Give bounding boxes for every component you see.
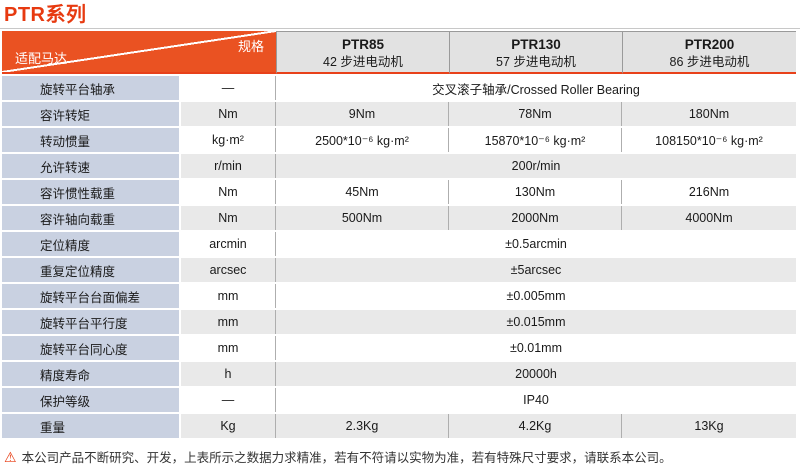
row-unit: arcmin [181, 232, 276, 256]
row-label: 容许转矩 [2, 102, 181, 126]
row-unit: r/min [181, 154, 276, 178]
row-value: 500Nm [276, 206, 449, 230]
row-label: 定位精度 [2, 232, 181, 256]
row-label: 旋转平台台面偏差 [2, 284, 181, 308]
row-value: 4000Nm [622, 206, 796, 230]
model-name: PTR130 [511, 37, 561, 52]
row-label: 容许惯性载重 [2, 180, 181, 204]
table-row-protection-class: 保护等级 — IP40 [2, 388, 796, 412]
row-value: 4.2Kg [449, 414, 622, 438]
row-value-merged: 200r/min [276, 154, 796, 178]
row-value: 78Nm [449, 102, 622, 126]
footer-note-text: 本公司产品不断研究、开发，上表所示之数据力求精准，若有不符请以实物为准，若有特殊… [21, 451, 672, 465]
column-header-ptr85: PTR85 42 步进电动机 [276, 31, 449, 74]
table-row-weight: 重量 Kg 2.3Kg 4.2Kg 13Kg [2, 414, 796, 438]
row-label: 旋转平台平行度 [2, 310, 181, 334]
row-label: 转动惯量 [2, 128, 181, 152]
row-unit: h [181, 362, 276, 386]
header-row: 规格 适配马达 PTR85 42 步进电动机 PTR130 57 步进电动机 P… [2, 31, 796, 74]
row-unit: — [181, 388, 276, 412]
row-value: 216Nm [688, 185, 730, 199]
row-label: 重复定位精度 [2, 258, 181, 282]
row-unit: mm [181, 284, 276, 308]
row-value-merged: ±0.005mm [506, 289, 566, 303]
row-value: 2.3Kg [276, 414, 449, 438]
row-label: 容许轴向载重 [2, 206, 181, 230]
row-label: 精度寿命 [2, 362, 181, 386]
table-row-positioning-accuracy: 定位精度 arcmin ±0.5arcmin [2, 232, 796, 256]
spec-table: 规格 适配马达 PTR85 42 步进电动机 PTR130 57 步进电动机 P… [2, 29, 796, 440]
row-unit: mm [181, 310, 276, 334]
row-value-merged: 20000h [276, 362, 796, 386]
row-value: 2500*10⁻⁶ kg·m² [276, 128, 449, 152]
row-label: 保护等级 [2, 388, 181, 412]
row-value-merged: ±0.5arcmin [505, 237, 567, 251]
row-value: 180Nm [622, 102, 796, 126]
page-title: PTR系列 [4, 4, 87, 26]
row-value: 130Nm [449, 180, 622, 204]
row-unit: Nm [181, 102, 276, 126]
model-name: PTR200 [684, 37, 735, 52]
table-row-inertia: 转动惯量 kg·m² 2500*10⁻⁶ kg·m² 15870*10⁻⁶ kg… [2, 128, 796, 152]
row-label: 旋转平台同心度 [2, 336, 181, 360]
row-unit: Nm [181, 180, 276, 204]
column-header-ptr130: PTR130 57 步进电动机 [449, 31, 622, 74]
motor-name: 42 步进电动机 [323, 55, 403, 69]
row-unit: arcsec [181, 258, 276, 282]
motor-name: 86 步进电动机 [669, 55, 750, 69]
model-name: PTR85 [341, 37, 385, 52]
corner-spec-label: 规格 [237, 39, 264, 54]
row-value-merged: ±0.01mm [509, 341, 562, 355]
table-row-inertial-load: 容许惯性载重 Nm 45Nm 130Nm 216Nm [2, 180, 796, 204]
table-row-speed: 允许转速 r/min 200r/min [2, 154, 796, 178]
footer-note: ⚠ 本公司产品不断研究、开发，上表所示之数据力求精准，若有不符请以实物为准，若有… [4, 447, 672, 466]
row-value-merged: ±5arcsec [276, 258, 796, 282]
row-unit: — [181, 76, 276, 100]
table-row-axial-load: 容许轴向载重 Nm 500Nm 2000Nm 4000Nm [2, 206, 796, 230]
row-value: 15870*10⁻⁶ kg·m² [449, 128, 622, 152]
row-value-merged: 交叉滚子轴承/Crossed Roller Bearing [432, 82, 640, 97]
title-divider [0, 28, 800, 29]
motor-name: 57 步进电动机 [496, 55, 576, 69]
row-unit: kg·m² [181, 128, 276, 152]
corner-motor-label: 适配马达 [15, 51, 68, 66]
table-row-concentricity: 旋转平台同心度 mm ±0.01mm [2, 336, 796, 360]
table-row-torque: 容许转矩 Nm 9Nm 78Nm 180Nm [2, 102, 796, 126]
row-unit: Kg [181, 414, 276, 438]
table-row-accuracy-life: 精度寿命 h 20000h [2, 362, 796, 386]
warning-icon: ⚠ [4, 448, 17, 465]
row-value: 9Nm [276, 102, 449, 126]
row-value-merged: IP40 [523, 393, 549, 407]
corner-diagonal-cell: 规格 适配马达 [2, 31, 276, 74]
row-label: 重量 [2, 414, 181, 438]
table-row-surface-runout: 旋转平台台面偏差 mm ±0.005mm [2, 284, 796, 308]
row-label: 允许转速 [2, 154, 181, 178]
row-label: 旋转平台轴承 [2, 76, 181, 100]
table-row-parallelism: 旋转平台平行度 mm ±0.015mm [2, 310, 796, 334]
row-value: 45Nm [276, 180, 449, 204]
table-row-repeatability: 重复定位精度 arcsec ±5arcsec [2, 258, 796, 282]
row-unit: Nm [181, 206, 276, 230]
row-unit: mm [181, 336, 276, 360]
row-value: 2000Nm [449, 206, 622, 230]
column-header-ptr200: PTR200 86 步进电动机 [622, 31, 796, 74]
row-value-merged: ±0.015mm [276, 310, 796, 334]
row-value: 13Kg [622, 414, 796, 438]
table-row-bearing: 旋转平台轴承 — 交叉滚子轴承/Crossed Roller Bearing [2, 76, 796, 100]
row-value: 108150*10⁻⁶ kg·m² [655, 133, 763, 148]
